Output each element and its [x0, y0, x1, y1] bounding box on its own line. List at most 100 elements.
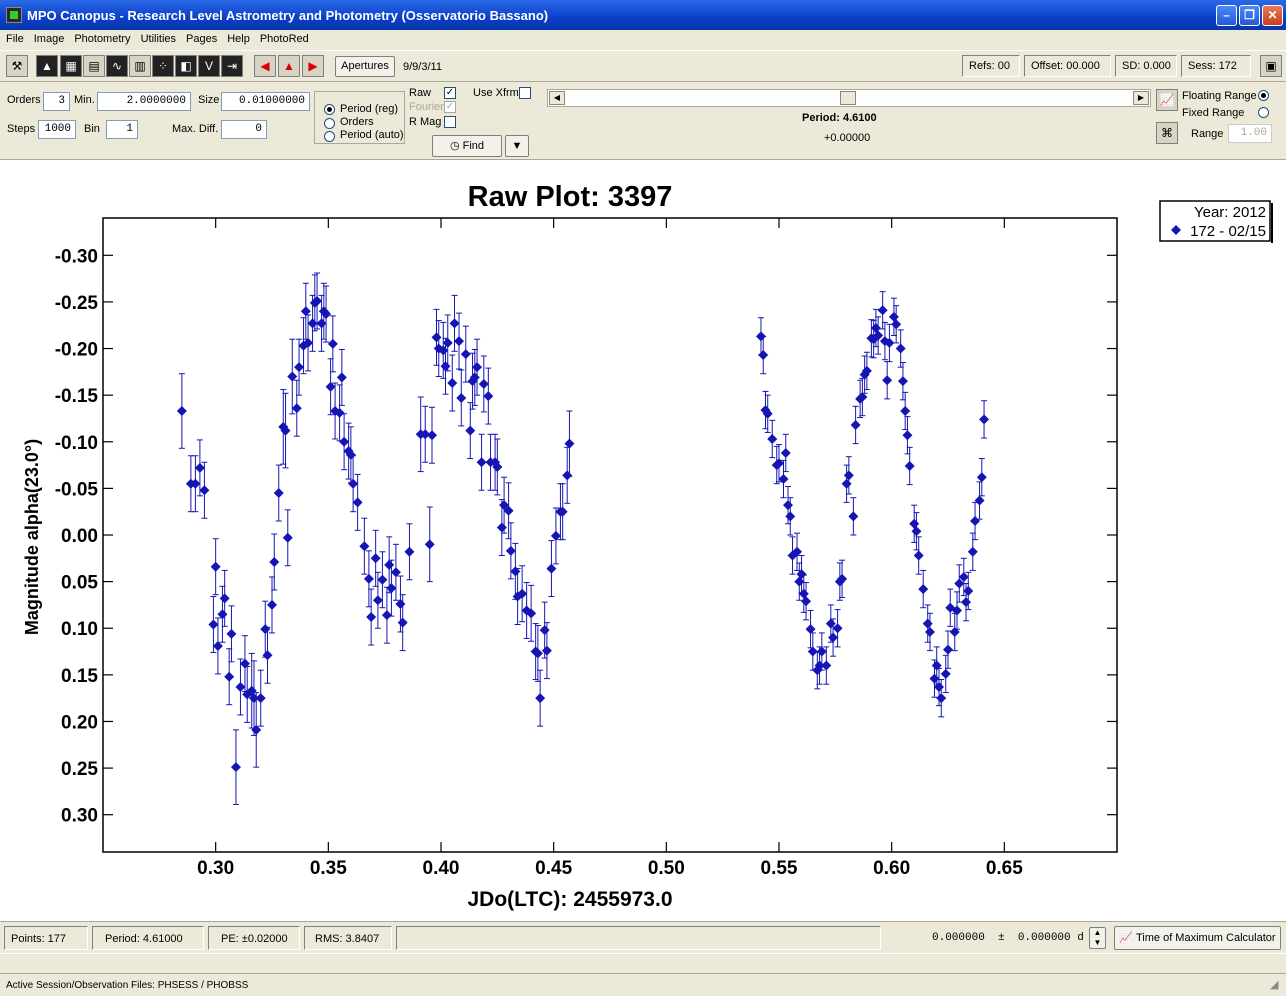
data-points: [176, 295, 990, 773]
slider-thumb[interactable]: [840, 91, 856, 105]
resize-grip-icon[interactable]: ◢: [1270, 979, 1279, 991]
clipboard-icon[interactable]: ▣: [1260, 55, 1282, 77]
x-tick-label: 0.45: [535, 858, 572, 879]
data-point: [384, 559, 395, 570]
tools-icon[interactable]: ⚒: [6, 55, 28, 77]
rmag-checkbox[interactable]: [444, 116, 456, 128]
data-point: [212, 640, 223, 651]
data-point: [208, 619, 219, 630]
steps-input[interactable]: 1000: [38, 120, 76, 139]
v-icon[interactable]: V: [198, 55, 220, 77]
y-tick-label: -0.30: [55, 246, 98, 267]
grid-icon[interactable]: ▦: [60, 55, 82, 77]
raw-plot-chart: Raw Plot: 3397 -0.30 -0.25 -0.20 -0.15 -0.10…: [22, 181, 1273, 911]
data-point: [936, 693, 947, 704]
rms-status: RMS: 3.8407: [304, 926, 392, 950]
find-button[interactable]: ◷ Find: [432, 135, 502, 157]
data-point: [312, 295, 323, 306]
fourier-checkbox[interactable]: ✓: [444, 101, 456, 113]
slider-right-arrow-icon[interactable]: ▶: [1133, 91, 1149, 105]
size-label: Size: [198, 94, 220, 106]
x-tick-label: 0.55: [761, 858, 798, 879]
lightcurve-icon[interactable]: ∿: [106, 55, 128, 77]
data-point: [431, 332, 442, 343]
use-xfrm-checkbox[interactable]: [519, 87, 531, 99]
data-point: [377, 574, 388, 585]
legend: Year: 2012 172 - 02/15: [1159, 200, 1273, 243]
menu-photometry[interactable]: Photometry: [74, 33, 131, 45]
slider-left-arrow-icon[interactable]: ◀: [549, 91, 565, 105]
table-icon[interactable]: ▤: [83, 55, 105, 77]
orders-input[interactable]: 3: [43, 92, 70, 111]
menu-help[interactable]: Help: [227, 33, 250, 45]
menu-image[interactable]: Image: [33, 33, 65, 45]
data-point: [755, 331, 766, 342]
data-point: [794, 576, 805, 587]
mode-group: Period (reg) Orders Period (auto): [314, 91, 405, 144]
status-bar-secondary: [0, 953, 1286, 973]
floating-range-icon[interactable]: 📈: [1156, 89, 1178, 111]
data-point: [386, 583, 397, 594]
data-point: [895, 343, 906, 354]
data-point: [370, 553, 381, 564]
period-slider[interactable]: ◀ ▶: [547, 89, 1151, 107]
image-icon[interactable]: ▲: [36, 55, 58, 77]
arrow-up-icon[interactable]: ▲: [278, 55, 300, 77]
data-point: [420, 429, 431, 440]
raw-checkbox[interactable]: ✓: [444, 87, 456, 99]
data-point: [390, 567, 401, 578]
data-point: [348, 478, 359, 489]
radio-period-reg[interactable]: [324, 104, 335, 115]
x-axis-label: JDo(LTC): 2455973.0: [467, 888, 672, 911]
find-dropdown-button[interactable]: ▼: [505, 135, 529, 157]
data-point: [564, 438, 575, 449]
dots-icon[interactable]: ⁘: [152, 55, 174, 77]
data-point: [345, 449, 356, 460]
maxdiff-input[interactable]: 0: [221, 120, 267, 139]
range-input[interactable]: 1.00: [1228, 124, 1272, 143]
compare-icon[interactable]: ◧: [175, 55, 197, 77]
menu-photored[interactable]: PhotoRed: [259, 33, 309, 45]
menu-utilities[interactable]: Utilities: [140, 33, 177, 45]
menu-pages[interactable]: Pages: [186, 33, 218, 45]
data-point: [909, 518, 920, 529]
bin-input[interactable]: 1: [106, 120, 138, 139]
close-button[interactable]: ✕: [1262, 5, 1283, 26]
min-input[interactable]: 2.0000000: [97, 92, 191, 111]
data-point: [767, 433, 778, 444]
data-point: [857, 392, 868, 403]
rmag-label: R Mag: [409, 116, 442, 128]
fixed-range-label: Fixed Range: [1182, 107, 1245, 119]
arrow-right-icon[interactable]: ▶: [302, 55, 324, 77]
menu-bar: File Image Photometry Utilities Pages Help Pho…: [0, 30, 1286, 50]
minimize-button[interactable]: –: [1216, 5, 1237, 26]
floating-range-radio[interactable]: [1258, 90, 1269, 101]
refs-readout: Refs: 00: [962, 55, 1020, 77]
data-point: [940, 668, 951, 679]
fixed-range-radio[interactable]: [1258, 107, 1269, 118]
status-bar-session: Active Session/Observation Files: PHSESS…: [0, 973, 1286, 996]
size-input[interactable]: 0.01000000: [221, 92, 310, 111]
data-point: [372, 595, 383, 606]
time-of-maximum-calculator-button[interactable]: 📈 Time of Maximum Calculator: [1114, 926, 1281, 950]
export-icon[interactable]: ⇥: [221, 55, 243, 77]
data-point: [251, 724, 262, 735]
disabled-tool-icon[interactable]: ▥: [129, 55, 151, 77]
maximize-button[interactable]: ❐: [1239, 5, 1260, 26]
menu-file[interactable]: File: [6, 33, 24, 45]
data-point: [510, 566, 521, 577]
apertures-button[interactable]: Apertures: [335, 56, 395, 77]
data-point: [891, 319, 902, 330]
data-point: [785, 511, 796, 522]
data-point: [933, 681, 944, 692]
legend-series-label: 172 - 02/15: [1190, 223, 1266, 240]
arrow-left-icon[interactable]: ◀: [254, 55, 276, 77]
raw-label: Raw: [409, 87, 432, 99]
chevron-down-icon: ▼: [511, 140, 523, 152]
data-point: [974, 495, 985, 506]
radio-orders[interactable]: [324, 118, 335, 129]
tmax-spinner[interactable]: ▲ ▼: [1089, 927, 1106, 949]
binoculars-icon[interactable]: ⌘: [1156, 122, 1178, 144]
data-point: [832, 623, 843, 634]
radio-period-auto[interactable]: [324, 131, 335, 142]
